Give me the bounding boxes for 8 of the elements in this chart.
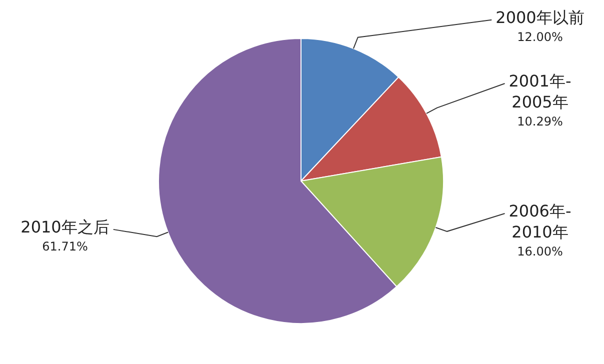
data-label: 10.29% <box>517 114 563 129</box>
data-label: 61.71% <box>42 240 88 254</box>
slice-label: 2000年以前 <box>496 8 584 28</box>
slice-label: 2001年-2005年 <box>508 72 572 112</box>
slice-label: 2006年-2010年 <box>508 202 572 242</box>
data-label: 12.00% <box>517 30 563 44</box>
data-label: 16.00% <box>517 244 563 259</box>
slice-label: 2010年之后 <box>20 218 110 237</box>
